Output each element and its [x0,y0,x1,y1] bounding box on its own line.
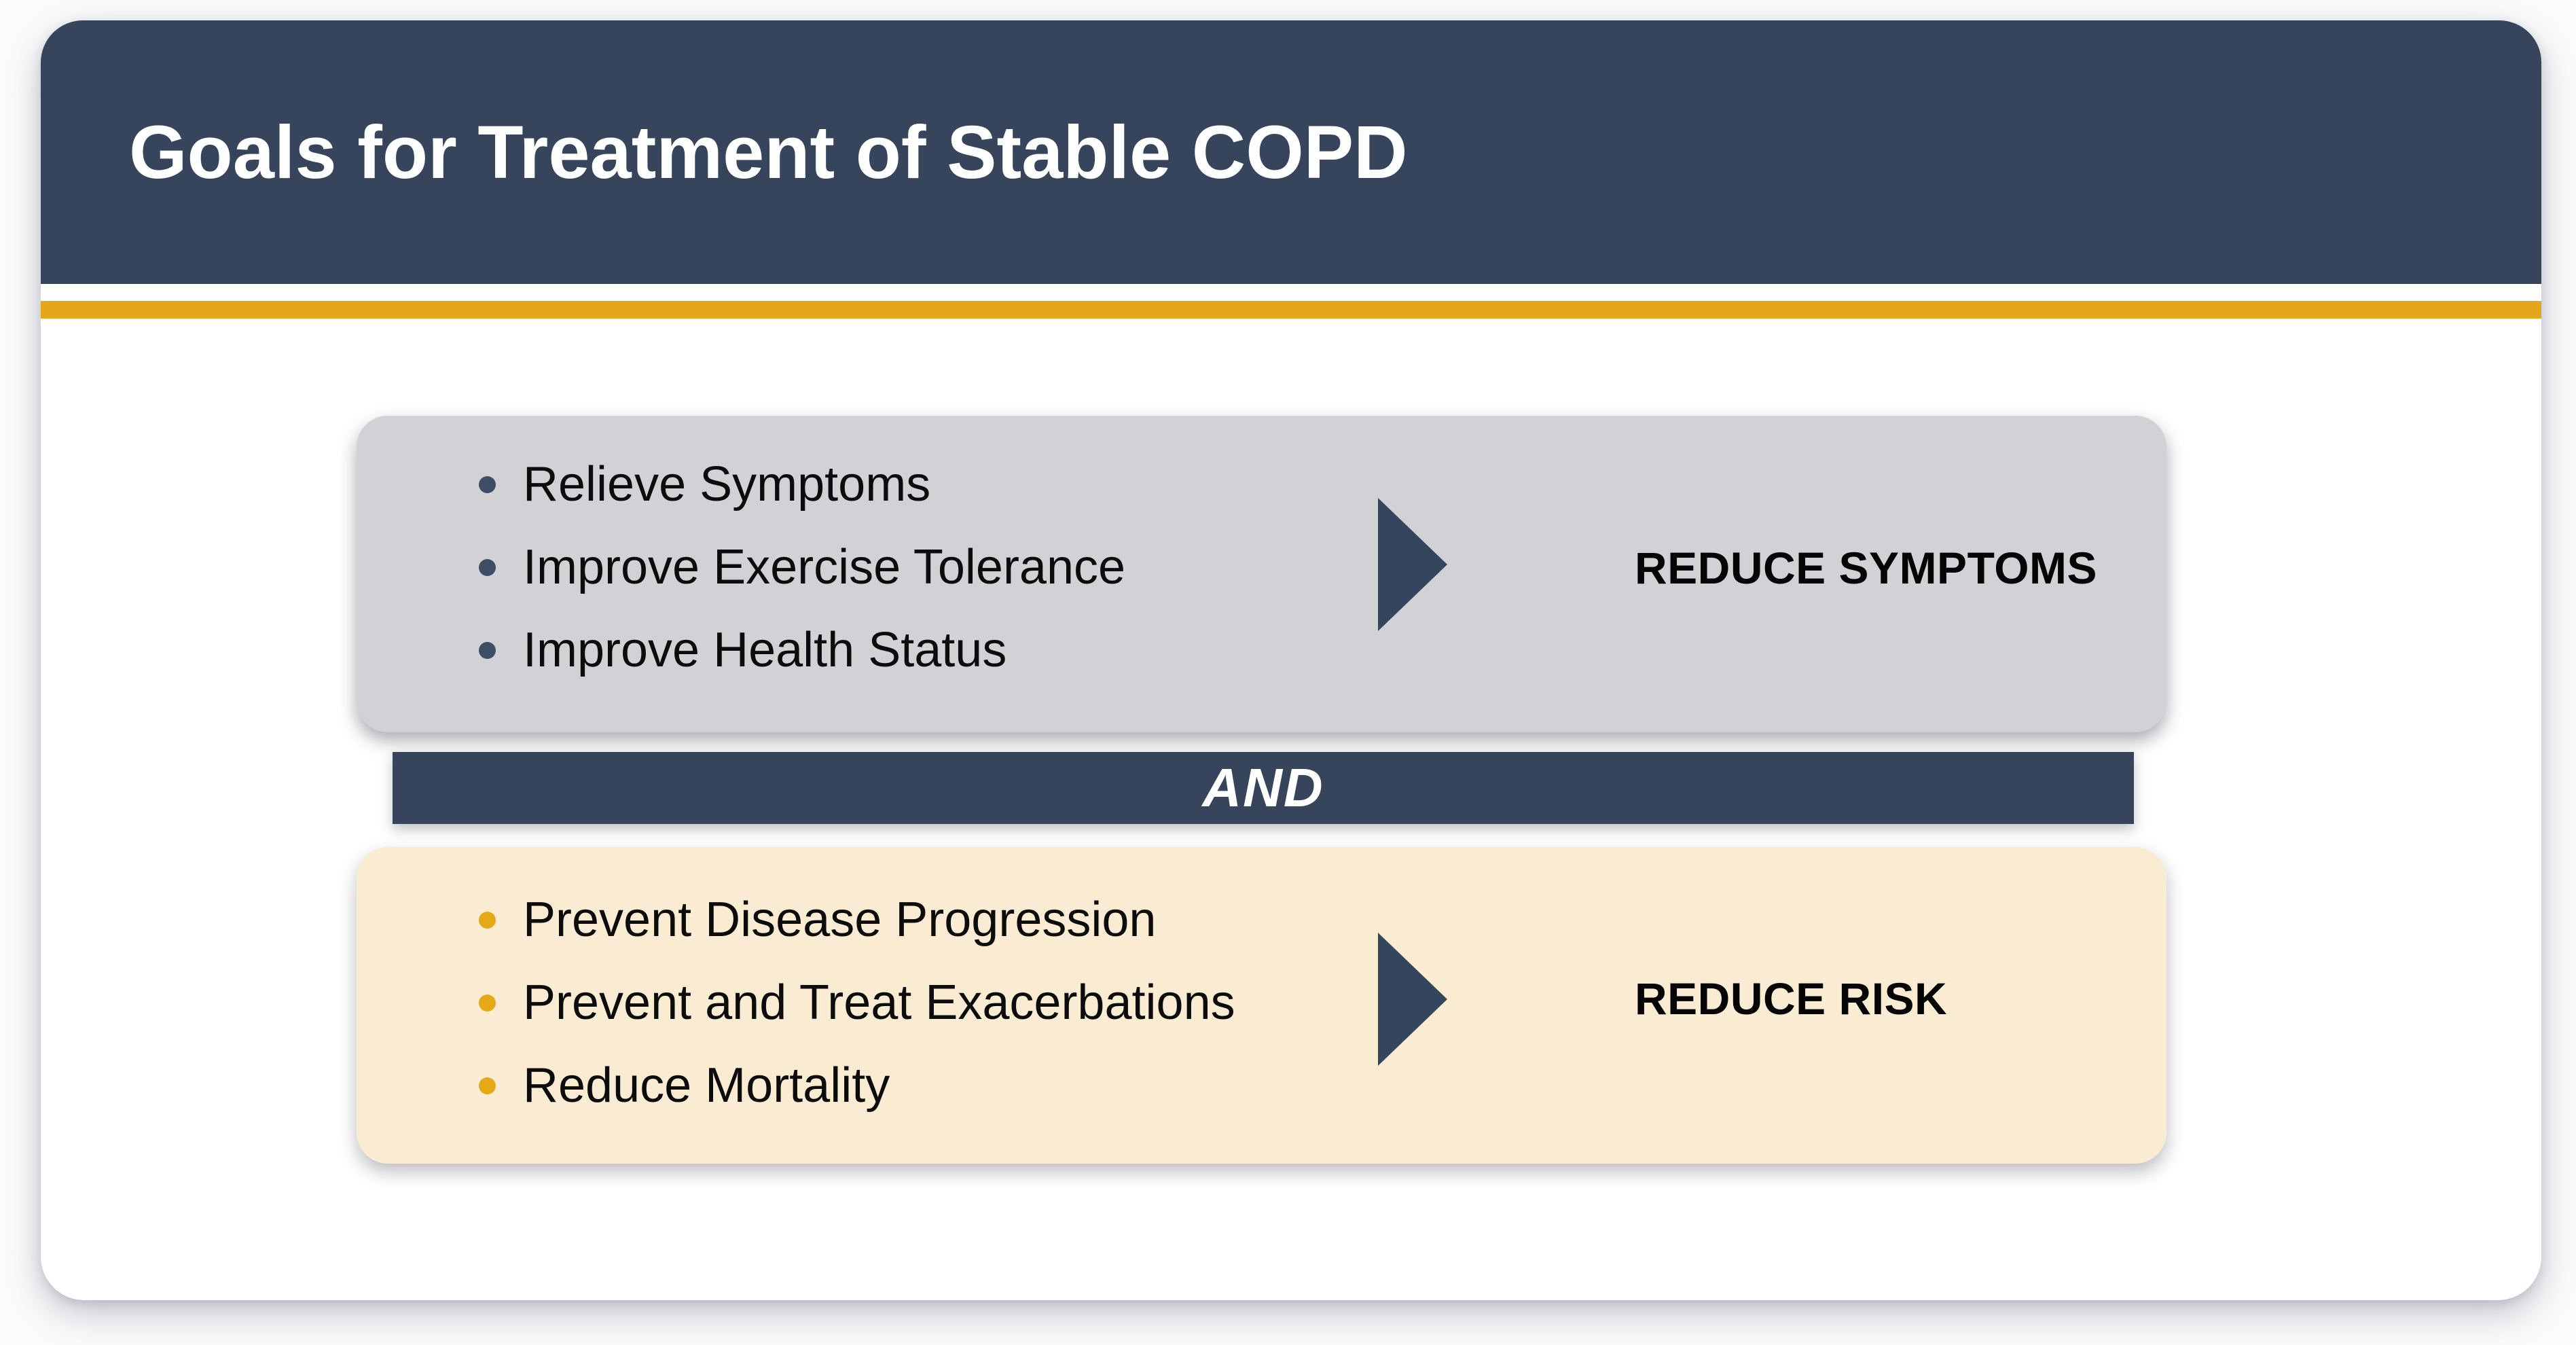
symptoms-panel: Relieve Symptoms Improve Exercise Tolera… [357,416,2166,732]
and-label: AND [1202,757,1324,818]
list-item: Relieve Symptoms [479,443,1125,526]
symptoms-bullet-list: Relieve Symptoms Improve Exercise Tolera… [479,443,1125,692]
list-item: Improve Health Status [479,609,1125,692]
list-item: Prevent Disease Progression [479,878,1235,961]
bullet-dot-icon [479,994,496,1011]
bullet-text: Prevent Disease Progression [523,893,1157,947]
bullet-text: Improve Health Status [523,623,1007,677]
bullet-text: Prevent and Treat Exacerbations [523,975,1235,1030]
slide-card: Goals for Treatment of Stable COPD Relie… [41,20,2541,1300]
bullet-text: Relieve Symptoms [523,457,931,512]
gold-divider [41,301,2541,319]
list-item: Improve Exercise Tolerance [479,526,1125,609]
arrow-right-icon [1378,933,1447,1066]
bullet-dot-icon [479,476,496,493]
list-item: Prevent and Treat Exacerbations [479,961,1235,1044]
bullet-dot-icon [479,641,496,659]
and-connector-bar: AND [393,752,2134,824]
bullet-text: Reduce Mortality [523,1058,890,1113]
bullet-dot-icon [479,1077,496,1094]
arrow-right-icon [1378,498,1447,631]
risk-bullet-list: Prevent Disease Progression Prevent and … [479,878,1235,1127]
page-title: Goals for Treatment of Stable COPD [129,110,1408,194]
risk-panel: Prevent Disease Progression Prevent and … [357,847,2166,1164]
slide-header: Goals for Treatment of Stable COPD [41,20,2541,284]
list-item: Reduce Mortality [479,1044,1235,1127]
bullet-dot-icon [479,558,496,576]
symptoms-outcome-label: REDUCE SYMPTOMS [1635,543,2098,593]
risk-outcome-label: REDUCE RISK [1635,973,1948,1024]
bullet-text: Improve Exercise Tolerance [523,540,1126,594]
bullet-dot-icon [479,911,496,929]
